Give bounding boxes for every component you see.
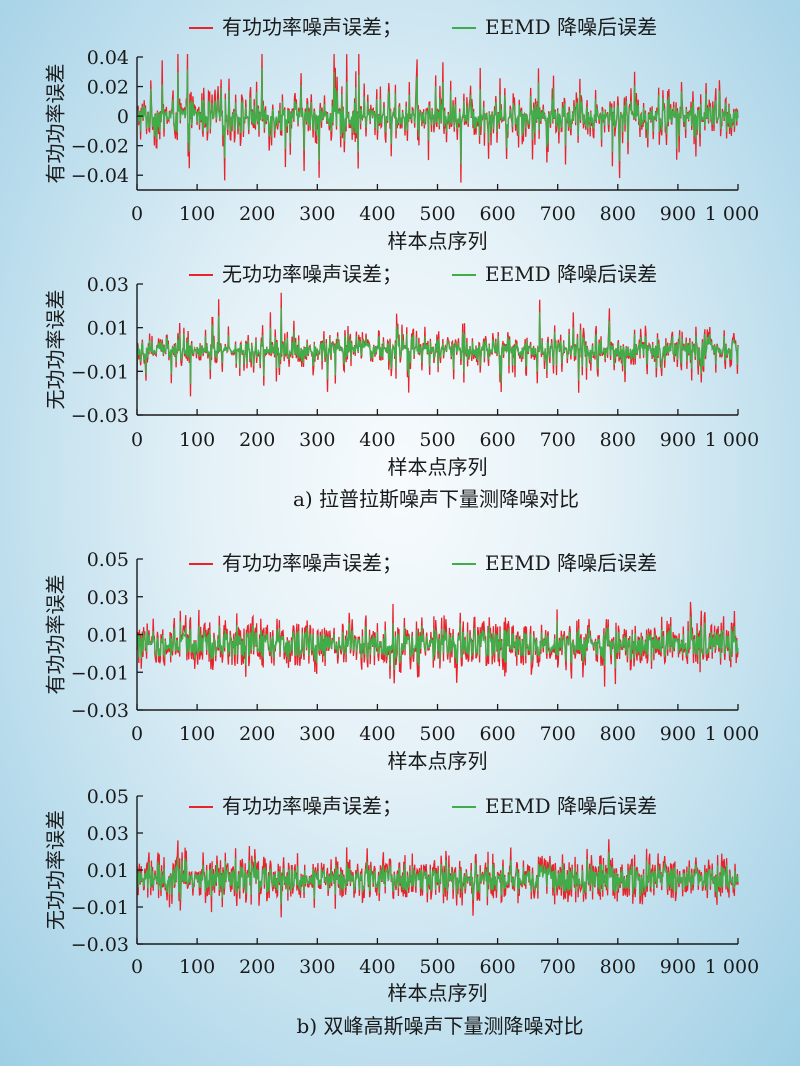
x-tick-label: 800 — [600, 723, 636, 745]
x-tick-label: 1 000 — [705, 723, 759, 745]
y-tick-label: −0.03 — [71, 700, 129, 722]
legend-label-denoised: EEMD 降噪后误差 — [485, 551, 657, 575]
y-tick-label: 0.01 — [87, 625, 129, 647]
x-tick-label: 700 — [540, 429, 576, 451]
chart-panel-1: 0 100 200 300 400 500 600 700 800 900 1 000 0.04 0.0… — [44, 15, 760, 253]
x-tick-label: 400 — [359, 956, 395, 978]
y-tick-label: −0.01 — [71, 897, 129, 919]
caption-b: b) 双峰高斯噪声下量测降噪对比 — [297, 1014, 584, 1038]
y-tick-label: −0.03 — [71, 934, 129, 956]
y-tick-label: −0.04 — [71, 165, 129, 187]
series-denoised-line — [136, 307, 739, 385]
x-tick-label: 500 — [419, 956, 455, 978]
y-tick-label: 0.03 — [87, 823, 129, 845]
x-tick-label: 0 — [131, 723, 143, 745]
legend-label-raw: 有功功率噪声误差； — [222, 15, 402, 39]
x-tick-label: 400 — [359, 429, 395, 451]
y-tick-label: −0.01 — [71, 662, 129, 684]
x-tick-label: 600 — [479, 429, 515, 451]
x-tick-label: 100 — [179, 203, 215, 225]
y-tick-label: −0.03 — [71, 405, 129, 427]
y-tick-label: 0.05 — [87, 549, 129, 571]
x-axis-label: 样本点序列 — [388, 229, 488, 253]
chart-panel-4: 0 100 200 300 400 500 600 700 800 900 1 000 0.05 0.0… — [44, 786, 760, 1005]
x-tick-label: 1 000 — [705, 429, 759, 451]
legend-label-denoised: EEMD 降噪后误差 — [485, 794, 657, 818]
legend: 有功功率噪声误差； EEMD 降噪后误差 — [189, 551, 657, 575]
y-tick-label: 0.02 — [87, 77, 129, 99]
legend: 有功功率噪声误差； EEMD 降噪后误差 — [189, 15, 657, 39]
x-tick-label: 900 — [660, 429, 696, 451]
legend-label-raw: 有功功率噪声误差； — [222, 551, 402, 575]
legend-label-denoised: EEMD 降噪后误差 — [485, 262, 657, 286]
x-tick-label: 1 000 — [705, 956, 759, 978]
y-tick-label: 0.05 — [87, 786, 129, 808]
x-tick-label: 700 — [540, 203, 576, 225]
x-tick-label: 900 — [660, 203, 696, 225]
y-tick-label: 0.03 — [87, 274, 129, 296]
x-axis-label: 样本点序列 — [388, 981, 488, 1005]
legend: 无功功率噪声误差； EEMD 降噪后误差 — [189, 262, 657, 286]
x-tick-label: 1 000 — [705, 203, 759, 225]
x-tick-label: 200 — [239, 956, 275, 978]
x-tick-label: 0 — [131, 429, 143, 451]
x-tick-label: 600 — [479, 723, 515, 745]
x-tick-label: 800 — [600, 956, 636, 978]
x-tick-label: 800 — [600, 203, 636, 225]
caption-a: a) 拉普拉斯噪声下量测降噪对比 — [293, 487, 579, 511]
x-tick-label: 800 — [600, 429, 636, 451]
series-denoised-line — [136, 616, 739, 671]
y-axis-label: 无功功率误差 — [44, 810, 68, 930]
y-axis-label: 有功功率误差 — [44, 575, 68, 695]
series-denoised-line — [136, 851, 739, 905]
x-tick-label: 300 — [299, 723, 335, 745]
x-tick-label: 300 — [299, 429, 335, 451]
x-tick-label: 100 — [179, 429, 215, 451]
panels: 0 100 200 300 400 500 600 700 800 900 1 000 0.04 0.0… — [44, 15, 760, 1005]
x-tick-label: 100 — [179, 956, 215, 978]
x-tick-label: 400 — [359, 723, 395, 745]
x-tick-label: 300 — [299, 203, 335, 225]
x-tick-label: 100 — [179, 723, 215, 745]
x-tick-label: 600 — [479, 203, 515, 225]
x-tick-label: 200 — [239, 723, 275, 745]
y-tick-label: −0.02 — [71, 136, 129, 158]
legend-label-raw: 无功功率噪声误差； — [222, 262, 402, 286]
y-tick-label: 0.03 — [87, 587, 129, 609]
x-axis-label: 样本点序列 — [388, 749, 488, 773]
x-tick-label: 500 — [419, 723, 455, 745]
y-axis-label: 有功功率误差 — [44, 64, 68, 184]
y-tick-label: 0.04 — [87, 47, 129, 69]
legend: 有功功率噪声误差； EEMD 降噪后误差 — [189, 794, 657, 818]
x-tick-label: 700 — [540, 723, 576, 745]
x-tick-label: 0 — [131, 203, 143, 225]
x-axis-label: 样本点序列 — [388, 455, 488, 479]
x-tick-label: 200 — [239, 429, 275, 451]
x-tick-label: 900 — [660, 956, 696, 978]
legend-label-raw: 有功功率噪声误差； — [222, 794, 402, 818]
chart-panel-3: 0 100 200 300 400 500 600 700 800 900 1 000 0.05 0.0… — [44, 549, 760, 773]
x-tick-label: 500 — [419, 429, 455, 451]
x-tick-label: 700 — [540, 956, 576, 978]
series-denoised-line — [136, 68, 739, 165]
x-tick-label: 0 — [131, 956, 143, 978]
legend-label-denoised: EEMD 降噪后误差 — [485, 15, 657, 39]
y-tick-label: 0 — [117, 106, 129, 128]
y-axis-label: 无功功率误差 — [44, 290, 68, 410]
x-tick-label: 400 — [359, 203, 395, 225]
x-tick-label: 300 — [299, 956, 335, 978]
x-tick-label: 600 — [479, 956, 515, 978]
x-tick-label: 200 — [239, 203, 275, 225]
y-tick-label: −0.01 — [71, 361, 129, 383]
x-tick-label: 500 — [419, 203, 455, 225]
x-tick-label: 900 — [660, 723, 696, 745]
y-tick-label: 0.01 — [87, 318, 129, 340]
chart-panel-2: 0 100 200 300 400 500 600 700 800 900 1 000 0.03 0.0… — [44, 262, 760, 479]
y-tick-label: 0.01 — [87, 860, 129, 882]
